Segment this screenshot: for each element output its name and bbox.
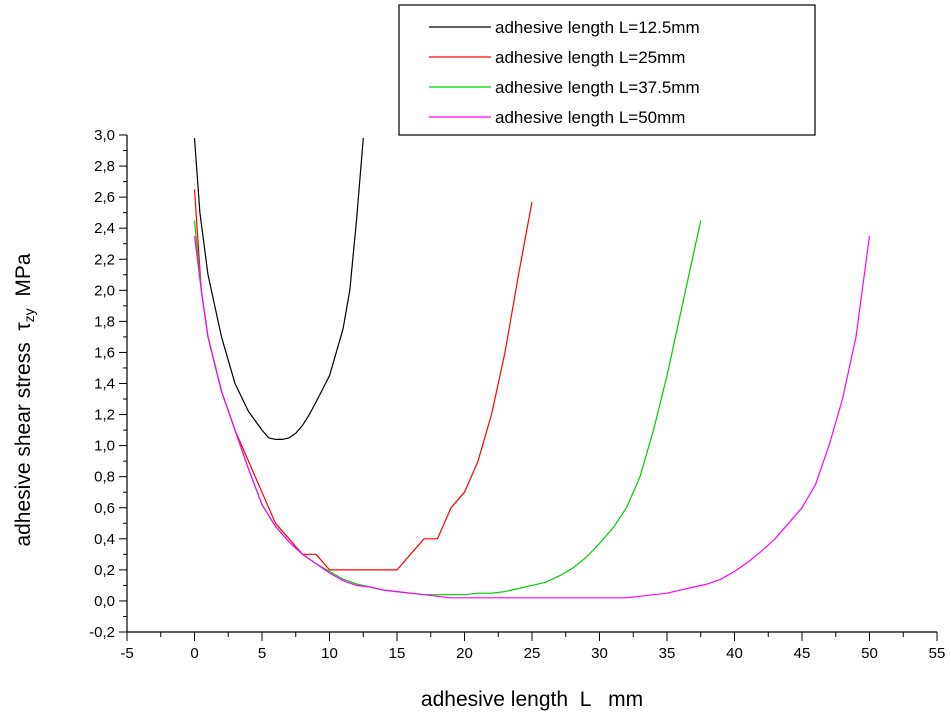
axes: -5 0 5 10 15 20 25 30 35 40 45 50 55 -0,2 0,0 0,2 0,4 0,6… (89, 127, 945, 662)
x-tick-label: 50 (861, 645, 878, 662)
y-tick-label: 1,0 (94, 438, 115, 455)
y-axis-title-prefix: adhesive shear stress (12, 331, 35, 547)
y-tick-label: 2,0 (94, 282, 115, 299)
x-axis-title: adhesive length L mm (421, 688, 643, 711)
series-line-1 (193, 138, 364, 440)
series-line-3 (193, 220, 702, 596)
y-tick-label: 0,0 (94, 593, 115, 610)
y-tick-label: 2,6 (94, 189, 115, 206)
legend-entry-3: adhesive length L=37.5mm (495, 78, 700, 97)
y-axis-title-symbol: τ (12, 322, 35, 331)
y-axis-title: adhesive shear stress τzy MPa (12, 253, 37, 546)
y-axis-title-suffix: MPa (12, 253, 35, 308)
y-tick-label: 1,2 (94, 407, 115, 424)
x-tick-label: 35 (659, 645, 676, 662)
x-tick-label: 15 (389, 645, 406, 662)
y-tick-label: 0,6 (94, 500, 115, 517)
y-tick-label: 0,4 (94, 531, 115, 548)
y-tick-label: 1,4 (94, 376, 115, 393)
x-tick-label: -5 (120, 645, 133, 662)
x-tick-label: 45 (794, 645, 811, 662)
x-tick-label: 40 (726, 645, 743, 662)
y-tick-label: 1,8 (94, 313, 115, 330)
x-tick-label: 0 (190, 645, 198, 662)
legend: adhesive length L=12.5mm adhesive length … (398, 4, 816, 136)
x-tick-label: 10 (321, 645, 338, 662)
legend-entry-1: adhesive length L=12.5mm (495, 18, 700, 37)
y-tick-label: 2,4 (94, 220, 115, 237)
y-tick-label: 2,2 (94, 251, 115, 268)
x-tick-label: 55 (929, 645, 946, 662)
x-tick-label: 5 (258, 645, 266, 662)
x-tick-label: 20 (456, 645, 473, 662)
series-group (193, 138, 871, 599)
x-tick-label: 30 (591, 645, 608, 662)
y-tick-label: -0,2 (89, 624, 115, 641)
series-line-2 (193, 189, 533, 571)
series-line-4 (193, 235, 871, 599)
x-tick-label: 25 (524, 645, 541, 662)
y-tick-label: 2,8 (94, 158, 115, 175)
legend-entry-2: adhesive length L=25mm (495, 48, 685, 67)
legend-entry-4: adhesive length L=50mm (495, 108, 685, 127)
y-tick-label: 1,6 (94, 344, 115, 361)
y-axis-title-subscript: zy (21, 308, 37, 322)
y-tick-label: 0,2 (94, 562, 115, 579)
y-tick-label: 0,8 (94, 469, 115, 486)
y-tick-label: 3,0 (94, 127, 115, 144)
